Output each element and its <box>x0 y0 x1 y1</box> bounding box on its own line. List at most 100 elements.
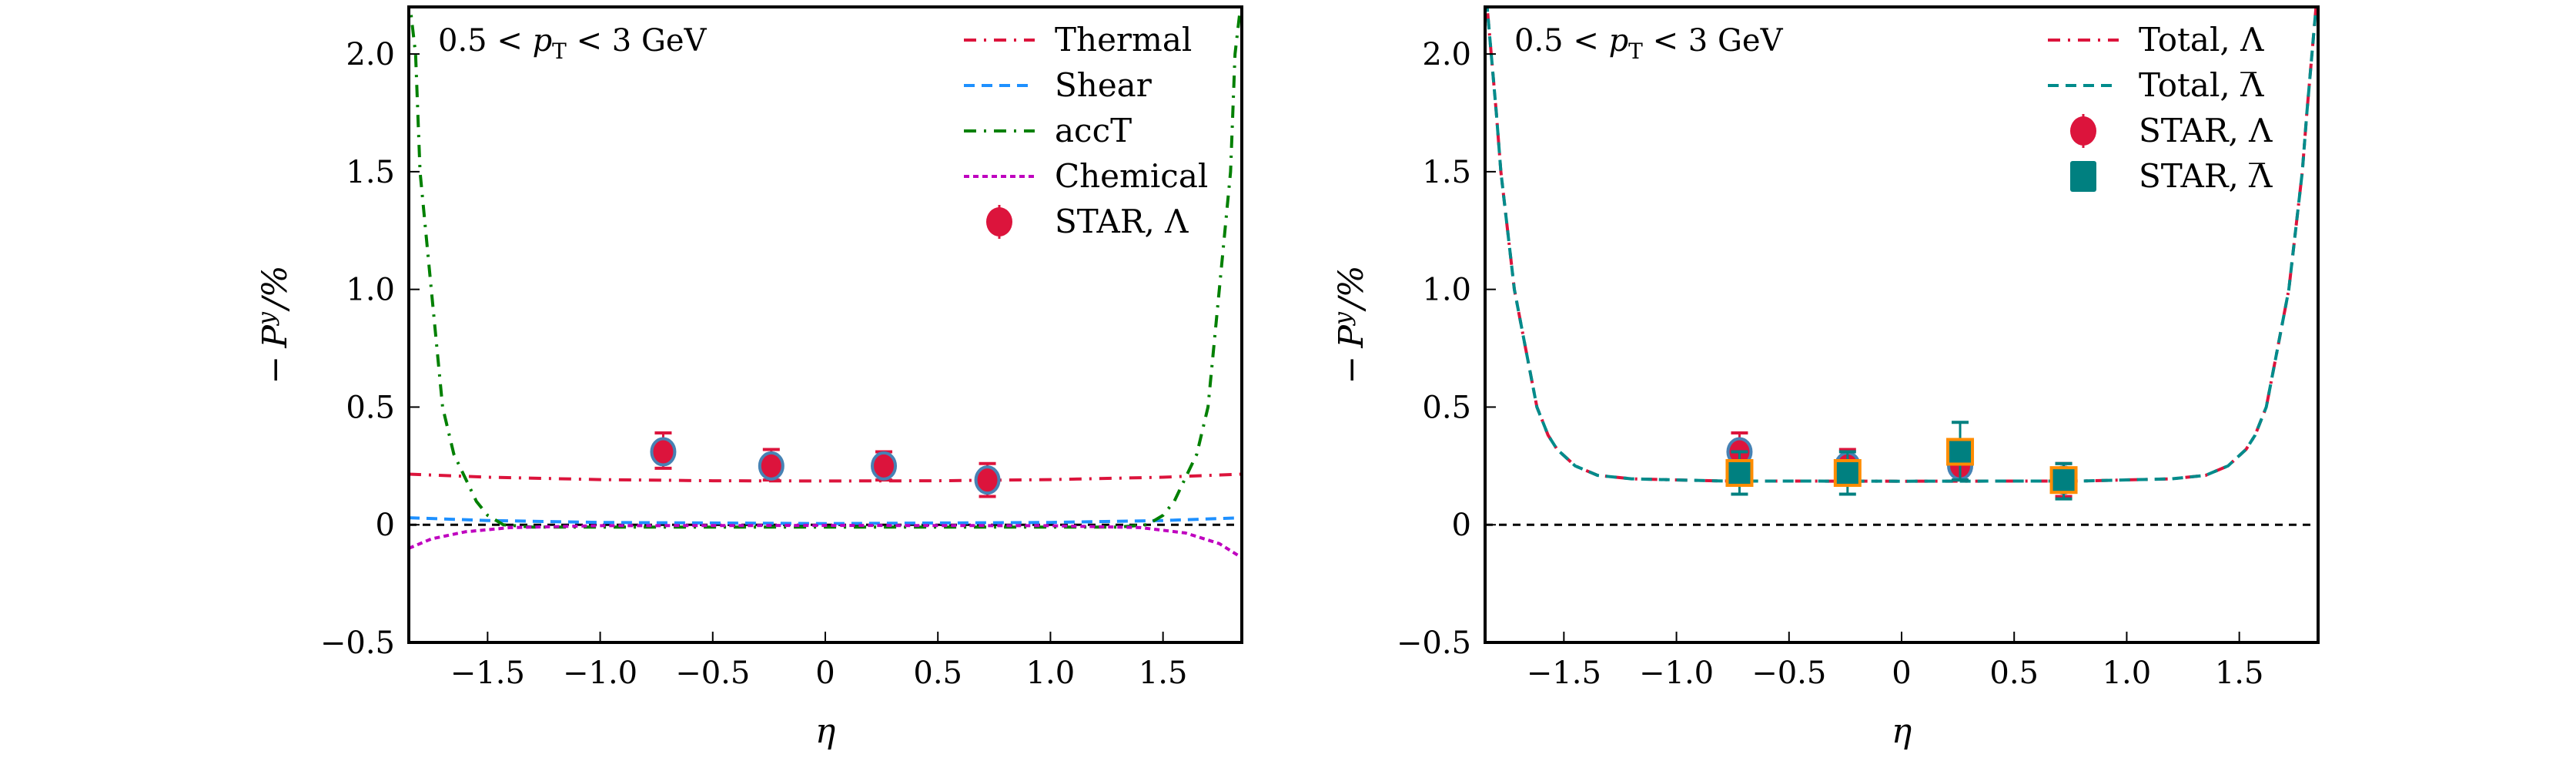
plot-area <box>1485 7 2318 526</box>
legend-label: Chemical <box>1055 157 1208 195</box>
y-tick-label: 1.5 <box>1422 155 1471 190</box>
legend-label: accT <box>1055 112 1132 149</box>
y-tick-label: 0.5 <box>1422 390 1471 425</box>
y-axis-label: − Py/% <box>1330 265 1371 384</box>
legend-item: Total, Λ <box>2048 21 2264 59</box>
y-label-sup: y <box>1330 311 1357 327</box>
y-label-var: P <box>1332 324 1371 349</box>
y-tick-label: 0.5 <box>346 390 395 425</box>
y-axis-label: − Py/% <box>253 265 295 384</box>
series-line-acct <box>409 7 1242 529</box>
left-panel: −1.5 −1.0 −0.5 0 0.5 1.0 1.5 −0.5 0 0.5 1.0 1.5 2.0 η… <box>253 5 1243 751</box>
legend-marker-square <box>2070 161 2096 192</box>
kinematic-cut-annotation: 0.5 < pT < 3 GeV <box>1514 23 1784 64</box>
marker-circle <box>650 437 677 467</box>
marker-square <box>1833 459 1862 487</box>
x-tick-label: 1.5 <box>2215 656 2264 691</box>
y-label-sup: y <box>253 311 280 327</box>
y-tick-label: −0.5 <box>320 626 395 661</box>
data-point-antilambda <box>2049 461 2078 501</box>
legend-antiparticle-bar: Total, ‾ <box>2139 66 2257 104</box>
series-line-chemical <box>409 524 1242 559</box>
data-point-antilambda <box>1946 421 1975 482</box>
anno-sub: T <box>1628 39 1643 64</box>
y-label-unit: /% <box>1332 265 1371 312</box>
legend-label: STAR, Λ <box>2139 112 2273 149</box>
y-label-minus: − <box>256 356 295 384</box>
x-tick-label: 1.0 <box>2103 656 2152 691</box>
anno-sub: T <box>552 39 567 64</box>
legend-label: STAR, Λ <box>2139 157 2273 195</box>
right-panel: −1.5 −1.0 −0.5 0 0.5 1.0 1.5 −0.5 0 0.5 1.0 1.5 2.0 η… <box>1330 5 2320 751</box>
series-line-shear <box>409 516 1242 525</box>
x-tick-label: 0.5 <box>1989 656 2039 691</box>
marker-circle <box>758 451 785 481</box>
legend-label: Thermal <box>1055 21 1192 59</box>
y-tick-label: 0 <box>376 508 395 543</box>
series-line-thermal <box>409 472 1242 483</box>
y-tick-label: 1.0 <box>1422 273 1471 308</box>
x-tick-label: −1.5 <box>1527 656 1601 691</box>
y-tick-label: −0.5 <box>1397 626 1471 661</box>
marker-square <box>1725 459 1754 487</box>
legend-item: STAR, Λ <box>986 203 1189 240</box>
series-line-total <box>1485 7 2318 483</box>
marker-circle <box>871 451 898 481</box>
y-label-var: P <box>256 324 295 349</box>
legend-antiparticle-bar: STAR, ‾ <box>2139 157 2265 195</box>
marker-square <box>1946 438 1975 466</box>
x-tick-label: 0.5 <box>913 656 962 691</box>
anno-post: < 3 GeV <box>1643 23 1784 59</box>
x-tick-label: −1.5 <box>450 656 525 691</box>
legend-label: Total, Λ <box>2139 21 2264 59</box>
anno-var: p <box>1609 23 1629 59</box>
data-point-antilambda <box>1833 450 1862 496</box>
data-point-lambda <box>758 448 785 482</box>
x-tick-label: 0 <box>815 656 835 691</box>
x-tick-label: −1.0 <box>1639 656 1714 691</box>
x-tick-label: 1.5 <box>1139 656 1188 691</box>
marker-circle <box>974 465 1001 495</box>
legend-item: STAR, Λ <box>2070 112 2273 149</box>
y-label-unit: /% <box>256 265 295 312</box>
legend-label: STAR, Λ <box>1055 203 1189 240</box>
y-tick-label: 1.5 <box>346 155 395 190</box>
x-tick-label: −1.0 <box>563 656 637 691</box>
legend-marker-circle <box>986 207 1012 236</box>
anno-pre: 0.5 < <box>1514 23 1609 59</box>
y-label-minus: − <box>1332 356 1371 384</box>
legend-item: Thermal <box>964 21 1192 59</box>
y-tick-label: 0 <box>1452 508 1471 543</box>
legend-bar-glyph: ‾ <box>2240 66 2257 104</box>
x-tick-label: −0.5 <box>675 656 750 691</box>
x-tick-label: 0 <box>1892 656 1911 691</box>
x-axis-label: η <box>1892 712 1912 751</box>
legend-label: Shear <box>1055 66 1153 104</box>
legend-label: Total, Λ <box>2139 66 2264 104</box>
anno-pre: 0.5 < <box>438 23 533 59</box>
data-point-antilambda <box>1725 450 1754 496</box>
data-point-lambda <box>974 461 1001 498</box>
x-axis-label: η <box>815 712 835 751</box>
legend-marker-circle <box>2070 116 2096 146</box>
legend-bar-glyph: ‾ <box>2249 157 2265 195</box>
marker-square <box>2049 466 2078 495</box>
y-tick-label: 2.0 <box>346 37 395 72</box>
y-tick-label: 2.0 <box>1422 37 1471 72</box>
y-tick-label: 1.0 <box>346 273 395 308</box>
x-tick-label: −0.5 <box>1751 656 1826 691</box>
plot-area <box>409 7 1242 559</box>
kinematic-cut-annotation: 0.5 < pT < 3 GeV <box>438 23 708 64</box>
legend-item: Shear <box>964 66 1153 104</box>
data-point-lambda <box>871 450 898 482</box>
anno-post: < 3 GeV <box>567 23 708 59</box>
anno-var: p <box>533 23 553 59</box>
x-tick-label: 1.0 <box>1026 656 1076 691</box>
legend-item: accT <box>964 112 1132 149</box>
legend: Thermal Shear accT Chemical STAR, Λ <box>964 21 1208 240</box>
data-point-lambda <box>650 431 677 470</box>
